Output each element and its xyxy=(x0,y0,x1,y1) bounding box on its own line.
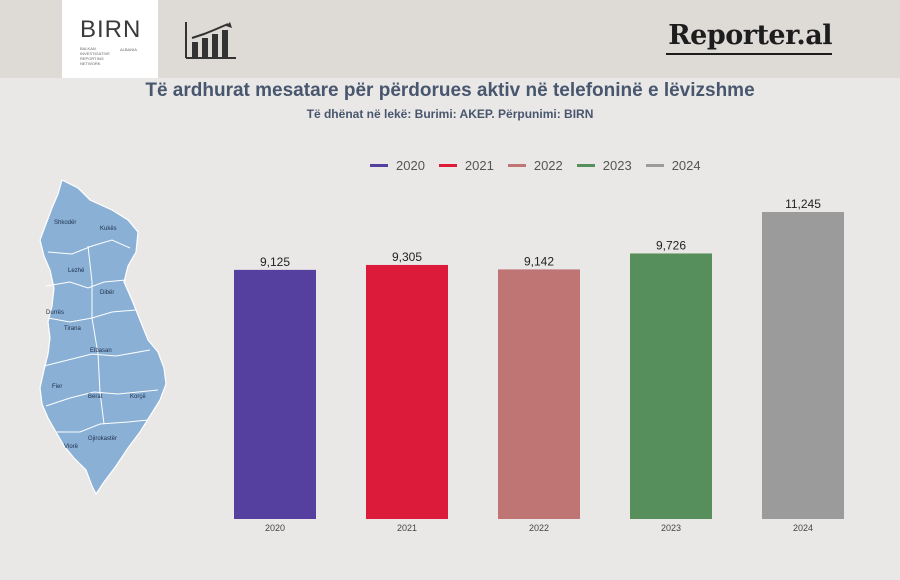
bar-chart-icon xyxy=(185,22,236,59)
map-label-vlore: Vlorë xyxy=(64,444,79,450)
legend-item-2020: 2020 xyxy=(370,158,425,173)
map-label-kukes: Kukës xyxy=(100,226,117,232)
chart-subtitle: Të dhënat në lekë: Burimi: AKEP. Përpuni… xyxy=(306,107,594,121)
x-tick-label: 2024 xyxy=(793,523,813,533)
bar-value-label: 9,142 xyxy=(524,254,554,268)
x-tick-label: 2020 xyxy=(265,523,285,533)
birn-logo-text: BIRN xyxy=(80,16,142,43)
x-tick-label: 2021 xyxy=(397,523,417,533)
map-region-borders xyxy=(43,239,159,433)
legend-item-2024: 2024 xyxy=(645,158,701,173)
bar-value-label: 11,245 xyxy=(785,197,821,211)
bar-value-label: 9,125 xyxy=(260,255,290,269)
legend-label: 2024 xyxy=(671,158,701,173)
map-label-gjirokaster: Gjirokastër xyxy=(88,436,117,442)
chart-legend: 2020 2021 2022 2023 2024 xyxy=(370,158,701,173)
map-label-berat: Berat xyxy=(88,394,103,400)
legend-swatch xyxy=(645,164,664,167)
bar-value-label: 9,726 xyxy=(656,238,686,252)
birn-country: ALBANIA xyxy=(120,47,137,52)
reporter-underline xyxy=(666,53,832,55)
bar-value-label: 9,305 xyxy=(392,250,422,264)
bar-2021 xyxy=(366,264,448,519)
legend-item-2022: 2022 xyxy=(507,158,563,173)
map-label-shkoder: Shkodër xyxy=(54,220,76,226)
map-label-fier: Fier xyxy=(52,384,62,390)
birn-logo[interactable]: BIRN BALKAN INVESTIGATIVE REPORTING NETW… xyxy=(62,0,158,78)
x-tick-label: 2023 xyxy=(661,523,681,533)
albania-map: Shkodër Kukës Lezhë Dibër Durrës Tirana … xyxy=(39,179,167,496)
legend-swatch xyxy=(576,164,595,167)
legend-label: 2020 xyxy=(396,158,425,173)
bar-2024 xyxy=(762,212,844,519)
map-label-tirana: Tirana xyxy=(64,326,81,332)
x-tick-label: 2022 xyxy=(529,523,549,533)
legend-swatch xyxy=(507,164,526,167)
bar-2022 xyxy=(498,269,580,519)
legend-label: 2023 xyxy=(602,158,632,173)
map-label-durres: Durrës xyxy=(46,310,64,316)
legend-item-2021: 2021 xyxy=(438,158,494,173)
map-label-korce: Korçë xyxy=(130,394,146,400)
reporter-logo[interactable]: Reporter.al xyxy=(668,20,832,51)
legend-swatch xyxy=(438,164,457,167)
header-bar: BIRN BALKAN INVESTIGATIVE REPORTING NETW… xyxy=(0,0,900,78)
albania-map-outline xyxy=(39,179,167,496)
chart-title: Të ardhurat mesatare për përdorues aktiv… xyxy=(145,80,755,101)
birn-tagline: BALKAN INVESTIGATIVE REPORTING NETWORK xyxy=(80,46,110,66)
map-label-elbasan: Elbasan xyxy=(90,348,112,354)
bar-2020 xyxy=(234,269,316,519)
map-label-diber: Dibër xyxy=(100,290,114,296)
legend-label: 2022 xyxy=(533,158,563,173)
map-label-lezhe: Lezhë xyxy=(68,268,85,274)
map-region-labels: Shkodër Kukës Lezhë Dibër Durrës Tirana … xyxy=(46,220,146,450)
bar-2023 xyxy=(630,253,712,519)
legend-item-2023: 2023 xyxy=(576,158,632,173)
legend-label: 2021 xyxy=(464,158,494,173)
legend-swatch xyxy=(370,164,388,167)
